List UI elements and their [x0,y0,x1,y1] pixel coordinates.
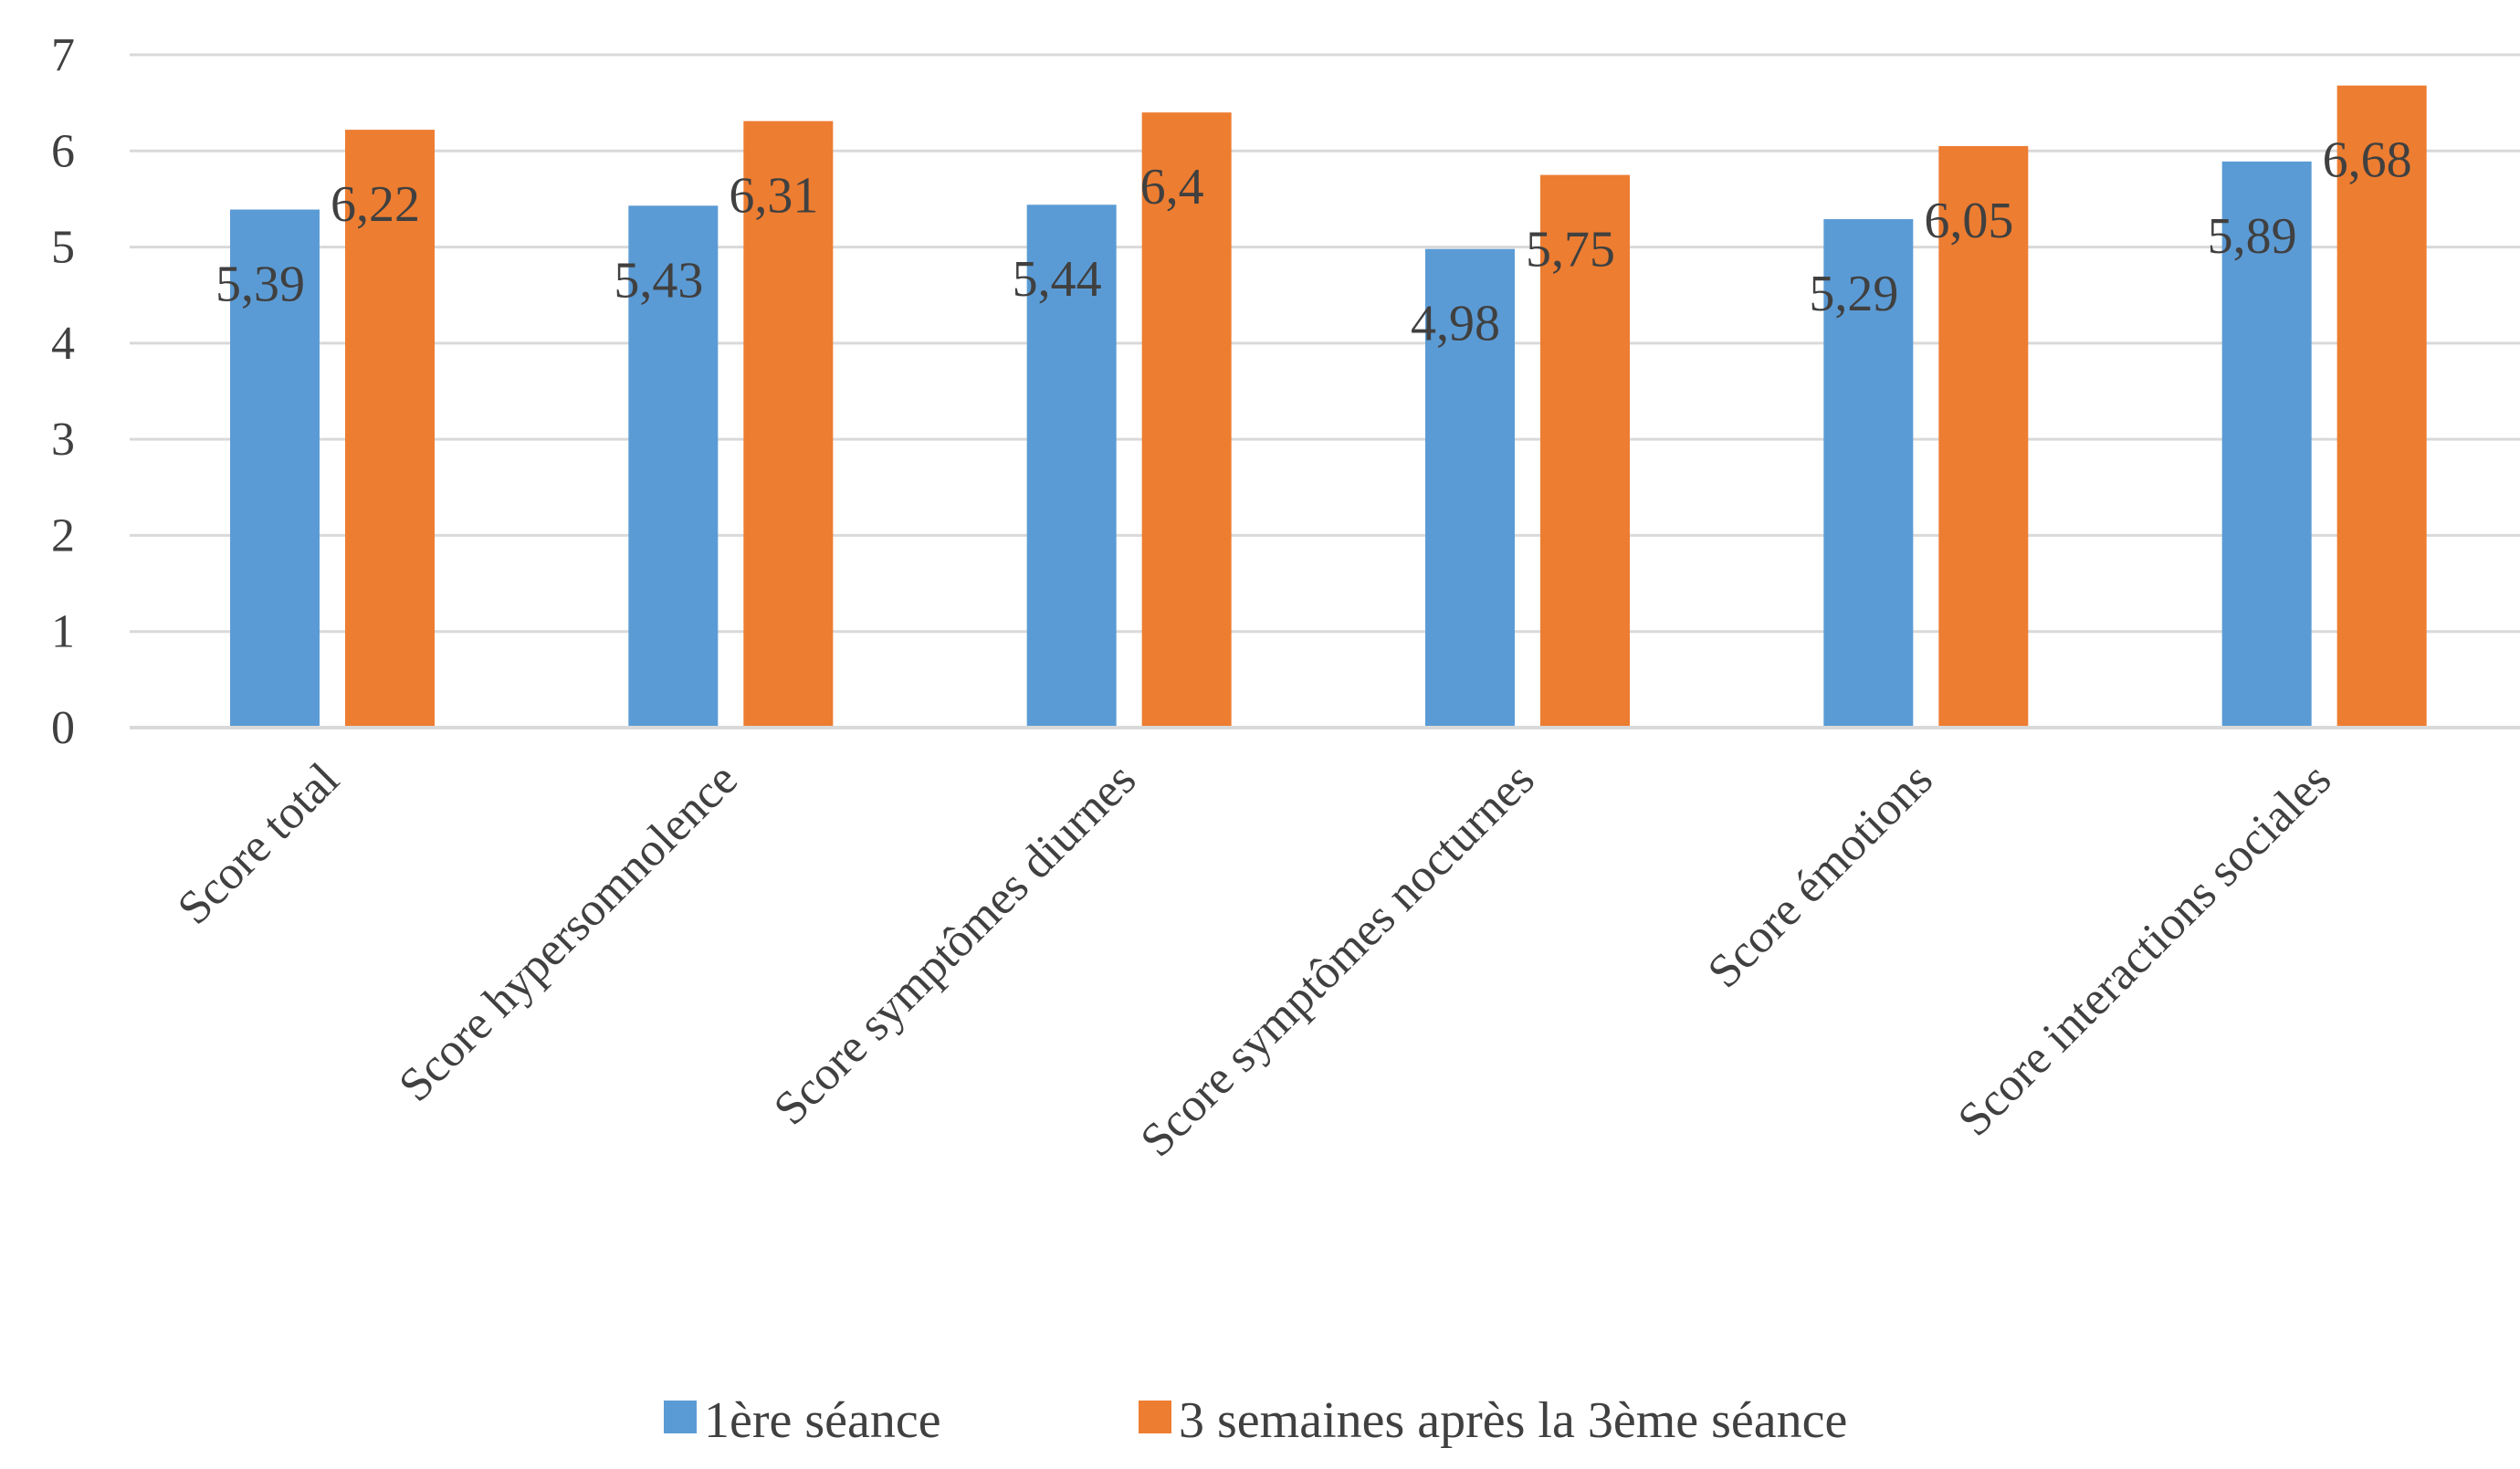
data-label: 5,44 [1013,251,1102,308]
category-labels: Score total Score hypersomnolence Score sy… [168,753,2341,1167]
category-label: Score interactions sociales [1948,753,2341,1146]
legend-label: 3 semaines après la 3ème séance [1179,1392,1847,1449]
y-tick-label: 1 [51,606,75,658]
legend-swatch [1139,1401,1171,1433]
category-label: Score hypersomnolence [389,753,748,1112]
y-tick-label: 4 [51,318,75,370]
bar-series1 [2221,161,2312,729]
bar-series1 [1026,205,1117,728]
y-axis-ticks: 0 1 2 3 4 5 6 7 [51,29,75,754]
data-label: 5,39 [215,257,305,313]
data-label: 6,22 [331,176,420,233]
y-tick-label: 0 [51,702,75,754]
bar-series2 [1540,174,1630,728]
legend-swatch [664,1401,697,1433]
bar-series2 [1141,112,1232,728]
bar-series2 [345,130,435,728]
grid-lines [130,53,2520,634]
data-labels: 5,39 6,22 5,43 6,31 5,44 6,4 4,98 5,75 5,29 6,05 5… [215,132,2412,352]
bar-series1 [1425,248,1515,729]
data-label: 6,4 [1140,159,1204,215]
bar-series2 [743,121,834,728]
data-label: 6,68 [2323,132,2412,189]
data-label: 5,43 [614,252,703,309]
bar-series1 [230,209,320,728]
category-label: Score symptômes diurnes [764,753,1146,1135]
bar-series1 [1823,219,1914,728]
category-label: Score émotions [1698,753,1943,998]
data-label: 5,89 [2208,208,2297,265]
data-label: 5,75 [1526,222,1615,278]
data-label: 4,98 [1411,296,1500,352]
bar-series2 [2336,85,2427,729]
bar-series2 [1938,146,2029,728]
legend: 1ère séance 3 semaines après la 3ème séan… [664,1392,1847,1449]
data-label: 6,05 [1924,193,2013,249]
data-label: 5,29 [1809,266,1898,322]
bars [230,85,2427,729]
category-label: Score total [168,753,350,935]
y-tick-label: 5 [51,222,75,274]
y-tick-label: 6 [51,125,75,177]
bar-series1 [628,205,719,728]
y-tick-label: 2 [51,509,75,561]
legend-label: 1ère séance [704,1392,941,1449]
category-label: Score symptômes nocturnes [1131,753,1545,1167]
data-label: 6,31 [729,168,818,225]
y-tick-label: 7 [51,29,75,81]
y-tick-label: 3 [51,414,75,466]
